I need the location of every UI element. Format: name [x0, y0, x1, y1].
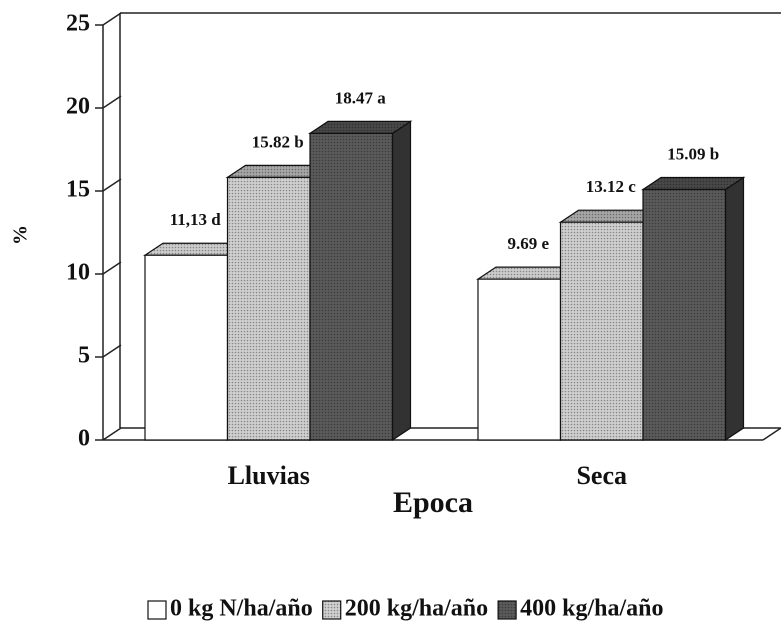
- bar-texture: [310, 133, 393, 440]
- y-tick-label: 0: [78, 426, 90, 452]
- legend-swatch-texture: [322, 601, 341, 619]
- data-label: 9.69 e: [507, 234, 549, 253]
- legend-swatch: [147, 600, 167, 620]
- bar-side: [391, 120, 412, 442]
- y-tick-label: 20: [66, 94, 90, 120]
- y-tick-label: 5: [78, 343, 90, 369]
- bar-top-texture: [145, 243, 246, 256]
- tick-mark: [102, 344, 122, 358]
- legend-label: 200 kg/ha/año: [345, 596, 488, 622]
- data-label: 11,13 d: [170, 210, 222, 229]
- bar-top-texture: [560, 210, 661, 223]
- bar-top-texture: [478, 267, 579, 280]
- y-axis-title: %: [10, 225, 32, 245]
- bar-front: [144, 254, 229, 441]
- bar: [308, 120, 413, 442]
- y-tick-label: 15: [66, 177, 90, 203]
- bar: [641, 176, 746, 442]
- bar-front: [477, 278, 562, 441]
- bar-top-texture: [227, 165, 328, 178]
- tick-mark: [102, 12, 122, 26]
- bar-texture: [227, 177, 310, 440]
- data-label: 13.12 c: [586, 177, 637, 196]
- x-tick-label: Lluvias: [228, 461, 310, 490]
- data-label: 15.09 b: [667, 144, 719, 163]
- x-tick-label: Seca: [576, 461, 627, 490]
- data-label: 18.47 a: [335, 88, 387, 107]
- bar-top-texture: [310, 121, 411, 134]
- y-tick-label: 10: [66, 260, 90, 286]
- bar-texture: [643, 189, 726, 440]
- legend-label: 0 kg N/ha/año: [170, 596, 313, 622]
- data-label: 15.82 b: [252, 132, 304, 151]
- x-axis-title: Epoca: [393, 486, 473, 519]
- tick-mark: [102, 95, 122, 109]
- legend-label: 400 kg/ha/año: [520, 596, 663, 622]
- tick-mark: [102, 261, 122, 275]
- bar-top-texture: [643, 177, 744, 190]
- bar-side: [724, 176, 745, 442]
- legend-swatch-texture: [498, 601, 517, 619]
- tick-mark: [102, 427, 122, 441]
- y-tick-label: 25: [66, 11, 90, 37]
- tick-mark: [102, 178, 122, 192]
- bar-texture: [560, 222, 643, 440]
